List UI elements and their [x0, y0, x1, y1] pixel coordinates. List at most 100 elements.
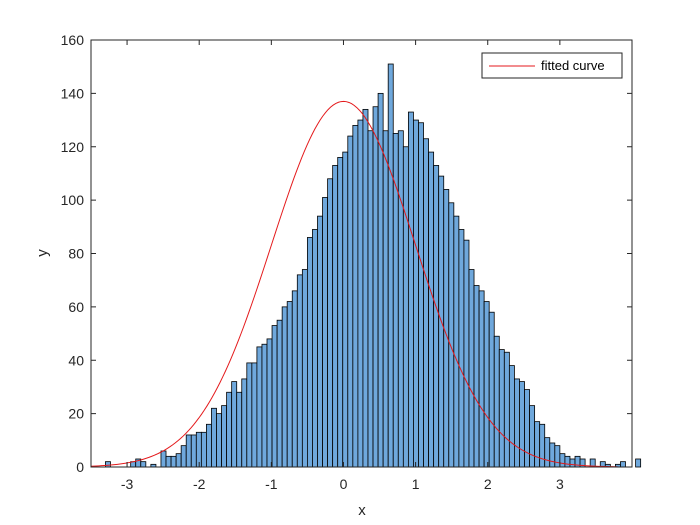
histogram-bar: [362, 108, 369, 468]
histogram-bar: [251, 362, 258, 468]
histogram-bar: [261, 343, 268, 468]
histogram-bar: [160, 450, 167, 468]
histogram-bar: [423, 138, 429, 468]
histogram-bar: [483, 301, 490, 468]
y-tick-label: 40: [68, 352, 84, 368]
legend: fitted curve: [481, 52, 623, 79]
histogram-bar: [443, 189, 450, 468]
x-tick-label: -2: [193, 476, 206, 492]
histogram-bar: [337, 157, 344, 468]
y-tick-label: 20: [68, 406, 84, 422]
histogram-bar: [448, 202, 455, 468]
histogram-bar: [458, 229, 465, 468]
histogram-bar: [211, 407, 217, 468]
histogram-bar: [508, 365, 515, 468]
y-tick-label: 80: [68, 246, 84, 262]
histogram-bar: [387, 63, 394, 468]
histogram-bar: [402, 146, 409, 468]
histogram-bar: [524, 389, 530, 468]
histogram-bar: [620, 461, 626, 468]
histogram-bar: [549, 442, 556, 468]
histogram-bar: [286, 301, 293, 468]
histogram-bar: [327, 178, 334, 468]
histogram-bar: [296, 274, 303, 468]
histogram-bar: [332, 165, 339, 468]
histogram-bar: [407, 111, 414, 468]
histogram-bar: [382, 130, 389, 468]
histogram-bar: [140, 461, 147, 468]
histogram-bar: [266, 338, 273, 468]
histogram-bar: [534, 421, 541, 468]
y-tick-label: 120: [61, 139, 85, 155]
histogram-bar: [190, 434, 197, 468]
histogram-bar: [554, 445, 561, 468]
y-tick-label: 0: [76, 459, 84, 475]
histogram-bar: [488, 311, 495, 468]
x-tick-label: 2: [484, 476, 492, 492]
histogram-bar: [433, 165, 440, 468]
histogram-bar: [529, 405, 536, 468]
histogram-bar: [236, 391, 243, 468]
y-tick-label: 140: [61, 85, 85, 101]
histogram-bar: [322, 197, 328, 468]
histogram-bar: [564, 455, 571, 468]
histogram-bar: [185, 434, 192, 468]
histogram-bar: [559, 453, 566, 468]
axes-box: [90, 39, 633, 468]
y-tick-label: 160: [61, 32, 85, 48]
histogram-bar: [418, 122, 424, 468]
histogram-bar: [357, 119, 364, 468]
histogram-bar: [291, 290, 298, 468]
histogram-bar: [377, 92, 384, 468]
x-tick-label: -3: [121, 476, 134, 492]
x-tick-label: 3: [556, 476, 564, 492]
x-axis-label: x: [358, 502, 366, 519]
histogram-bar: [635, 458, 642, 468]
histogram-bar: [216, 413, 222, 468]
histogram-bar: [195, 431, 202, 468]
histogram-bar: [493, 335, 500, 468]
histogram-bar: [306, 237, 313, 468]
histogram-bar: [392, 133, 399, 468]
y-tick-label: 100: [61, 192, 85, 208]
histogram-bar: [468, 269, 475, 468]
histogram-bar: [342, 151, 349, 468]
histogram-bar: [271, 325, 278, 468]
y-axis-label: y: [34, 249, 51, 257]
histogram-bar: [473, 285, 480, 468]
histogram-bar: [514, 378, 520, 468]
histogram-bar: [175, 453, 182, 468]
histogram-bar: [317, 215, 323, 468]
histogram-bar: [221, 405, 228, 468]
histogram-bar: [544, 437, 551, 468]
histogram-bar: [312, 229, 318, 468]
histogram-bar: [503, 351, 510, 468]
fitted-curve-line: [90, 100, 618, 468]
legend-label: fitted curve: [541, 58, 605, 73]
histogram-bar: [170, 455, 177, 468]
x-axis-ticks: -3 -2 -1 0 1 2 3: [121, 40, 564, 492]
histogram-bar: [301, 269, 308, 468]
histogram-bar: [165, 455, 172, 468]
histogram-bar: [246, 362, 253, 468]
histogram-bar: [276, 319, 283, 468]
y-axis-ticks: 0 20 40 60 80 100 120 140 160: [61, 32, 632, 475]
y-tick-label: 60: [68, 299, 84, 315]
histogram-bar: [498, 349, 505, 468]
histogram-bar: [256, 346, 263, 468]
histogram-bar: [231, 381, 238, 468]
histogram-bar: [397, 130, 404, 468]
histogram-bar: [226, 391, 233, 468]
histogram-bar: [539, 423, 546, 468]
histogram-bar: [428, 151, 435, 468]
histogram-bar: [281, 306, 288, 468]
histogram-bar: [241, 378, 248, 468]
histogram-bar: [367, 130, 374, 468]
histogram-bar: [519, 381, 525, 468]
histogram-bar: [478, 290, 485, 468]
histogram-bar: [200, 431, 207, 468]
histogram-bar: [105, 461, 111, 468]
histogram-bar: [453, 215, 460, 468]
x-tick-label: -1: [265, 476, 278, 492]
